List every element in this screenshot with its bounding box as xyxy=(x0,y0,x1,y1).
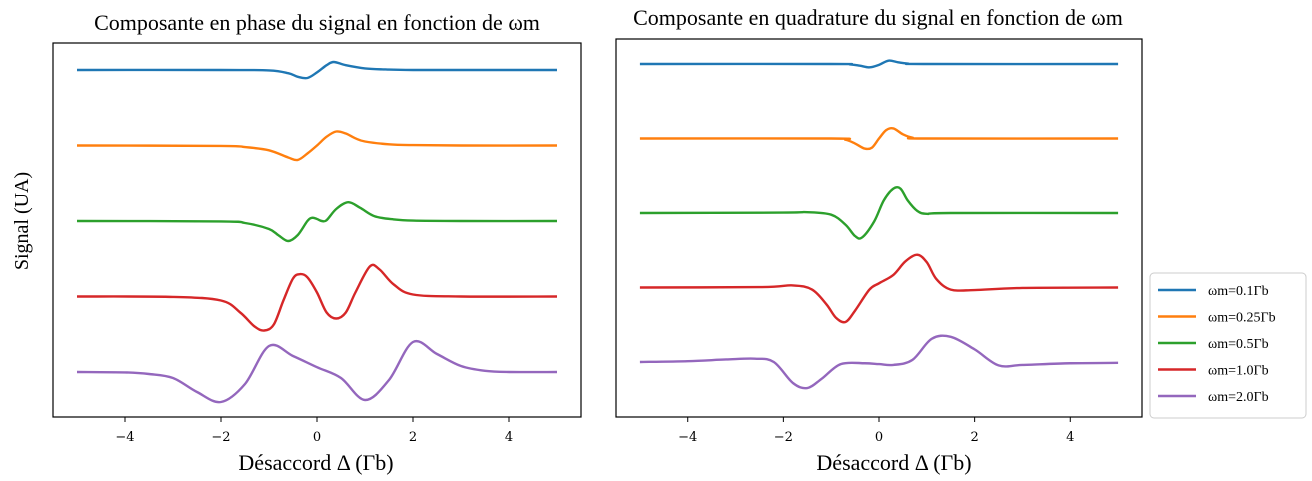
x-ticks-quadrature: −4 −2 0 2 4 xyxy=(678,417,1074,445)
x-tick-label: −4 xyxy=(115,430,134,445)
panel-in-phase: Composante en phase du signal en fonctio… xyxy=(11,10,582,475)
x-tick-label: 2 xyxy=(970,430,978,445)
series-line xyxy=(76,339,558,404)
legend-label: ωm=2.0Γb xyxy=(1208,390,1269,405)
series-line xyxy=(76,263,558,332)
legend-box xyxy=(1149,272,1307,419)
x-ticks-in-phase: −4 −2 0 2 4 xyxy=(115,417,513,445)
x-axis-label-in-phase: Désaccord Δ (Γb) xyxy=(238,450,393,475)
x-tick-label: 4 xyxy=(1066,430,1074,445)
y-axis-label: Signal (UA) xyxy=(11,172,33,270)
series-line xyxy=(76,130,558,162)
x-tick-label: −2 xyxy=(774,430,793,445)
axes-frame-quadrature xyxy=(615,38,1143,418)
legend-label: ωm=0.1Γb xyxy=(1208,284,1269,299)
legend-label: ωm=0.25Γb xyxy=(1208,311,1276,326)
legend: ωm=0.1Γb ωm=0.25Γb ωm=0.5Γb ωm=1.0Γb ωm=2.0Γ… xyxy=(1149,272,1307,419)
lines-in-phase xyxy=(76,60,558,404)
series-line xyxy=(639,126,1119,151)
series-line xyxy=(639,185,1119,240)
x-tick-label: 0 xyxy=(313,430,321,445)
series-line xyxy=(76,201,558,243)
legend-label: ωm=0.5Γb xyxy=(1208,337,1269,352)
lines-quadrature xyxy=(639,59,1119,390)
panel-quadrature: Composante en quadrature du signal en fo… xyxy=(615,5,1143,475)
panel-title-quadrature: Composante en quadrature du signal en fo… xyxy=(633,5,1123,30)
legend-label: ωm=1.0Γb xyxy=(1208,364,1269,379)
series-line xyxy=(639,334,1119,390)
x-tick-label: 2 xyxy=(409,430,417,445)
panel-title-in-phase: Composante en phase du signal en fonctio… xyxy=(94,10,540,35)
series-line xyxy=(639,253,1119,324)
x-tick-label: 0 xyxy=(875,430,883,445)
x-axis-label-quadrature: Désaccord Δ (Γb) xyxy=(816,450,971,475)
x-tick-label: 4 xyxy=(505,430,513,445)
x-tick-label: −2 xyxy=(211,430,230,445)
x-tick-label: −4 xyxy=(678,430,697,445)
series-line xyxy=(639,59,1119,69)
axes-frame-in-phase xyxy=(52,42,582,418)
series-line xyxy=(76,60,557,80)
